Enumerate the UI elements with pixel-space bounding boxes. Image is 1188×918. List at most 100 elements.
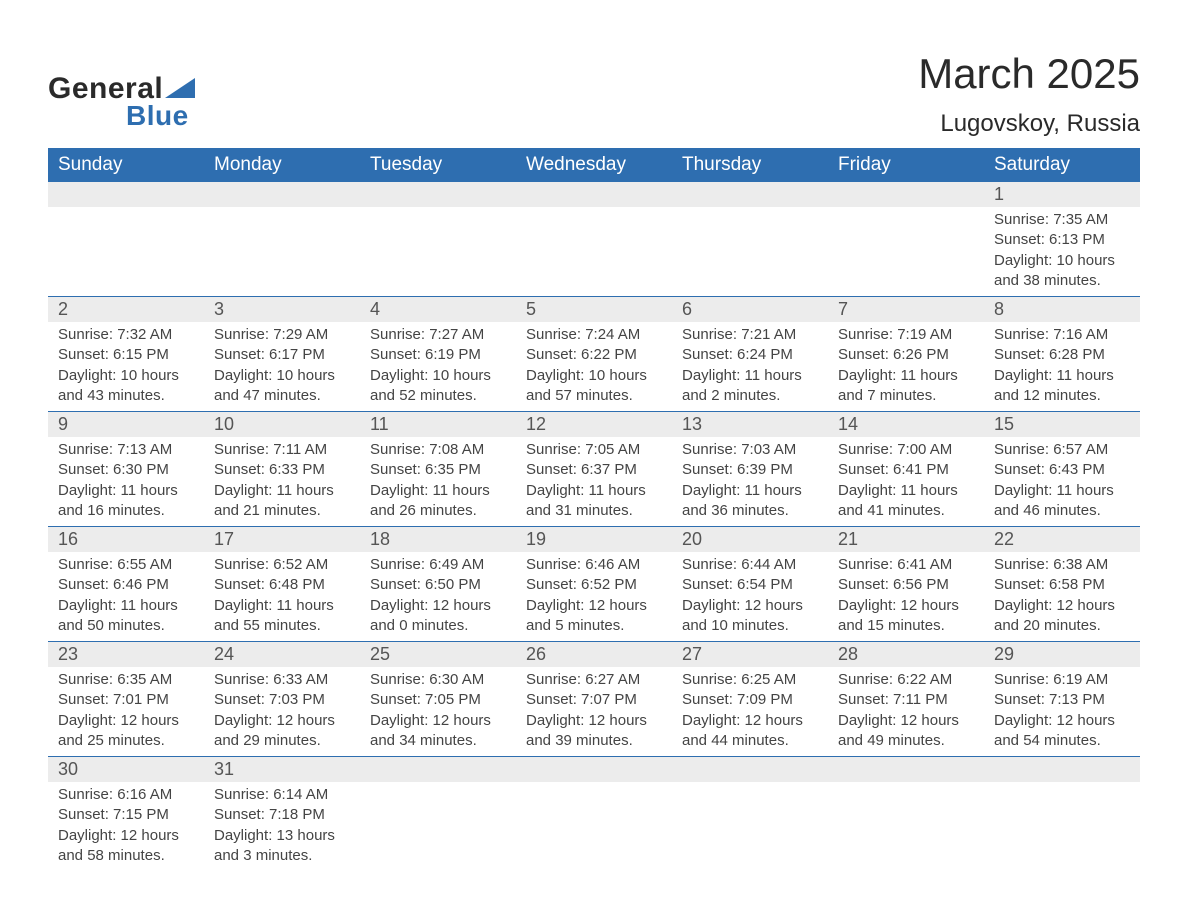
day-detail-line: and 2 minutes.	[682, 386, 818, 406]
day-detail-line: and 43 minutes.	[58, 386, 194, 406]
day-detail-line: Sunset: 6:24 PM	[682, 345, 818, 365]
day-cell: 19	[516, 527, 672, 553]
day-cell: Sunrise: 7:05 AMSunset: 6:37 PMDaylight:…	[516, 437, 672, 527]
day-cell: Sunrise: 7:19 AMSunset: 6:26 PMDaylight:…	[828, 322, 984, 412]
day-cell: Sunrise: 6:27 AMSunset: 7:07 PMDaylight:…	[516, 667, 672, 757]
day-cell: Sunrise: 7:24 AMSunset: 6:22 PMDaylight:…	[516, 322, 672, 412]
day-details: Sunrise: 6:19 AMSunset: 7:13 PMDaylight:…	[984, 667, 1140, 756]
day-number: 2	[48, 297, 204, 322]
day-cell: 18	[360, 527, 516, 553]
day-detail-line: Daylight: 11 hours	[526, 481, 662, 501]
day-detail-line: Sunrise: 7:16 AM	[994, 325, 1130, 345]
day-cell: 11	[360, 412, 516, 438]
day-details: Sunrise: 6:44 AMSunset: 6:54 PMDaylight:…	[672, 552, 828, 641]
day-details: Sunrise: 6:41 AMSunset: 6:56 PMDaylight:…	[828, 552, 984, 641]
day-number: 18	[360, 527, 516, 552]
day-number: 23	[48, 642, 204, 667]
day-details: Sunrise: 7:03 AMSunset: 6:39 PMDaylight:…	[672, 437, 828, 526]
day-details: Sunrise: 6:35 AMSunset: 7:01 PMDaylight:…	[48, 667, 204, 756]
day-number: 3	[204, 297, 360, 322]
day-detail-line: Daylight: 11 hours	[682, 481, 818, 501]
day-detail-line: Daylight: 12 hours	[58, 826, 194, 846]
day-details: Sunrise: 6:49 AMSunset: 6:50 PMDaylight:…	[360, 552, 516, 641]
day-cell	[360, 182, 516, 207]
day-body-row: Sunrise: 7:32 AMSunset: 6:15 PMDaylight:…	[48, 322, 1140, 412]
day-cell: Sunrise: 7:21 AMSunset: 6:24 PMDaylight:…	[672, 322, 828, 412]
day-cell: Sunrise: 6:19 AMSunset: 7:13 PMDaylight:…	[984, 667, 1140, 757]
day-detail-line: Sunrise: 7:13 AM	[58, 440, 194, 460]
day-cell: 17	[204, 527, 360, 553]
day-detail-line: and 50 minutes.	[58, 616, 194, 636]
day-detail-line: Sunrise: 6:33 AM	[214, 670, 350, 690]
day-cell: Sunrise: 6:22 AMSunset: 7:11 PMDaylight:…	[828, 667, 984, 757]
day-detail-line: Sunset: 6:50 PM	[370, 575, 506, 595]
day-cell: 16	[48, 527, 204, 553]
day-detail-line: and 0 minutes.	[370, 616, 506, 636]
day-detail-line: Sunrise: 6:16 AM	[58, 785, 194, 805]
day-detail-line: Sunset: 7:05 PM	[370, 690, 506, 710]
day-detail-line: Sunset: 6:48 PM	[214, 575, 350, 595]
day-cell	[204, 207, 360, 297]
calendar-table: Sunday Monday Tuesday Wednesday Thursday…	[48, 148, 1140, 871]
day-details: Sunrise: 7:29 AMSunset: 6:17 PMDaylight:…	[204, 322, 360, 411]
day-cell: Sunrise: 6:44 AMSunset: 6:54 PMDaylight:…	[672, 552, 828, 642]
month-title: March 2025	[918, 50, 1140, 98]
day-detail-line: and 3 minutes.	[214, 846, 350, 866]
day-cell: 22	[984, 527, 1140, 553]
day-number-row: 23242526272829	[48, 642, 1140, 668]
day-details: Sunrise: 6:30 AMSunset: 7:05 PMDaylight:…	[360, 667, 516, 756]
day-detail-line: Sunset: 7:13 PM	[994, 690, 1130, 710]
day-detail-line: Daylight: 10 hours	[370, 366, 506, 386]
day-details: Sunrise: 7:00 AMSunset: 6:41 PMDaylight:…	[828, 437, 984, 526]
day-cell	[672, 182, 828, 207]
day-number: 17	[204, 527, 360, 552]
day-detail-line: Daylight: 10 hours	[214, 366, 350, 386]
day-detail-line: Daylight: 12 hours	[214, 711, 350, 731]
day-cell: 15	[984, 412, 1140, 438]
day-detail-line: Sunrise: 6:25 AM	[682, 670, 818, 690]
day-header-row: Sunday Monday Tuesday Wednesday Thursday…	[48, 148, 1140, 182]
day-cell: Sunrise: 6:55 AMSunset: 6:46 PMDaylight:…	[48, 552, 204, 642]
day-details: Sunrise: 6:55 AMSunset: 6:46 PMDaylight:…	[48, 552, 204, 641]
day-detail-line: Daylight: 12 hours	[526, 711, 662, 731]
day-number: 22	[984, 527, 1140, 552]
day-cell	[204, 182, 360, 207]
logo-text-blue: Blue	[126, 100, 195, 132]
day-number: 6	[672, 297, 828, 322]
page: General Blue March 2025 Lugovskoy, Russi…	[0, 0, 1188, 891]
day-body-row: Sunrise: 6:16 AMSunset: 7:15 PMDaylight:…	[48, 782, 1140, 871]
day-cell: 25	[360, 642, 516, 668]
day-number-row: 9101112131415	[48, 412, 1140, 438]
day-cell: Sunrise: 7:11 AMSunset: 6:33 PMDaylight:…	[204, 437, 360, 527]
day-detail-line: Sunrise: 7:03 AM	[682, 440, 818, 460]
day-detail-line: Sunset: 6:52 PM	[526, 575, 662, 595]
day-header: Thursday	[672, 148, 828, 182]
day-cell: Sunrise: 7:00 AMSunset: 6:41 PMDaylight:…	[828, 437, 984, 527]
day-detail-line: Sunrise: 6:57 AM	[994, 440, 1130, 460]
day-details: Sunrise: 7:13 AMSunset: 6:30 PMDaylight:…	[48, 437, 204, 526]
title-block: March 2025 Lugovskoy, Russia	[918, 50, 1140, 138]
day-detail-line: Sunrise: 7:27 AM	[370, 325, 506, 345]
day-details: Sunrise: 6:14 AMSunset: 7:18 PMDaylight:…	[204, 782, 360, 871]
day-details: Sunrise: 7:35 AMSunset: 6:13 PMDaylight:…	[984, 207, 1140, 296]
day-detail-line: Daylight: 11 hours	[838, 366, 974, 386]
day-detail-line: Daylight: 12 hours	[682, 596, 818, 616]
day-number: 14	[828, 412, 984, 437]
day-detail-line: Sunset: 6:22 PM	[526, 345, 662, 365]
day-detail-line: Sunrise: 7:29 AM	[214, 325, 350, 345]
day-cell	[828, 782, 984, 871]
day-number: 10	[204, 412, 360, 437]
day-cell: Sunrise: 7:16 AMSunset: 6:28 PMDaylight:…	[984, 322, 1140, 412]
day-details: Sunrise: 7:16 AMSunset: 6:28 PMDaylight:…	[984, 322, 1140, 411]
day-cell	[984, 757, 1140, 783]
day-detail-line: and 10 minutes.	[682, 616, 818, 636]
day-detail-line: Sunset: 7:03 PM	[214, 690, 350, 710]
day-detail-line: and 41 minutes.	[838, 501, 974, 521]
day-body-row: Sunrise: 7:13 AMSunset: 6:30 PMDaylight:…	[48, 437, 1140, 527]
day-detail-line: Sunset: 6:19 PM	[370, 345, 506, 365]
day-header: Saturday	[984, 148, 1140, 182]
day-detail-line: Daylight: 12 hours	[682, 711, 818, 731]
day-detail-line: Sunrise: 7:19 AM	[838, 325, 974, 345]
day-cell	[828, 207, 984, 297]
day-cell	[516, 757, 672, 783]
